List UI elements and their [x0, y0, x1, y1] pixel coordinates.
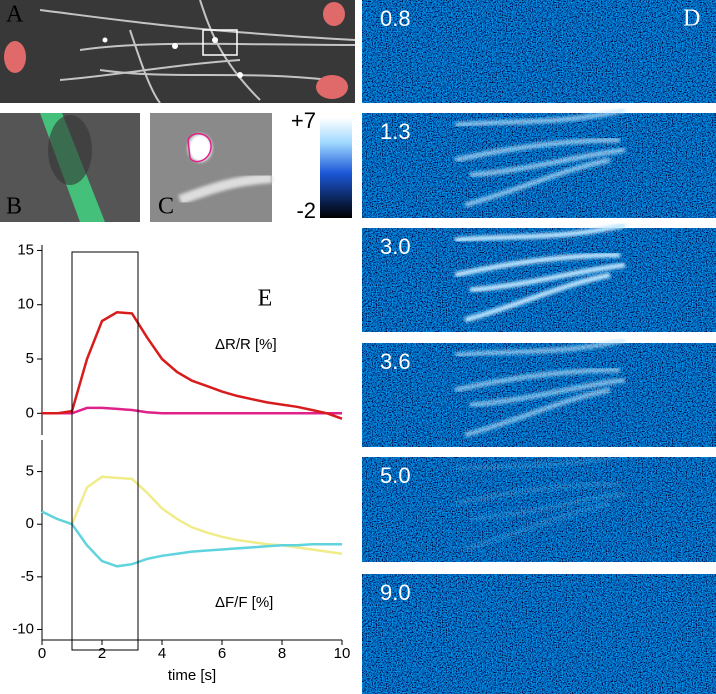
dendrite — [464, 501, 611, 552]
panel-label: A — [6, 2, 24, 28]
y-tick-label: 15 — [17, 241, 34, 258]
dendrite — [464, 157, 611, 208]
dendrite — [469, 147, 626, 178]
dendrite — [454, 367, 621, 393]
panel-d: 0.8 1.3 3.0 3.6 5.0 9.0 — [362, 0, 716, 694]
x-tick-label: 4 — [158, 645, 166, 662]
x-tick-label: 0 — [38, 645, 46, 662]
frame-time: 5.0 — [380, 463, 411, 488]
panel-label: D — [683, 6, 700, 32]
series-line — [42, 311, 343, 420]
y-tick-label: 5 — [26, 463, 34, 480]
frame-noise — [362, 0, 716, 103]
dendrite — [454, 252, 621, 278]
dendrite — [454, 481, 621, 507]
dendrites — [454, 222, 626, 323]
stimulus-window — [71, 251, 139, 651]
dendrite — [469, 262, 626, 293]
dendrites — [454, 107, 626, 208]
frame-time: 3.6 — [380, 349, 411, 374]
dendrite — [454, 337, 626, 358]
frame-time: 3.0 — [380, 234, 411, 259]
y-tick-label: -10 — [12, 620, 34, 637]
colorbar-max: +7 — [291, 108, 316, 133]
dendrite — [454, 137, 621, 163]
colorbar — [320, 118, 352, 218]
dendrite — [454, 107, 626, 128]
y-tick-label: 0 — [26, 404, 34, 421]
panel-label: B — [6, 194, 22, 220]
x-axis-label: time [s] — [168, 667, 216, 684]
dendrite — [454, 222, 626, 243]
frame-noise — [362, 574, 716, 694]
dendrite — [454, 451, 626, 472]
frame-time: 9.0 — [380, 580, 411, 605]
y-tick-label: -5 — [21, 568, 34, 585]
panel-label: E — [258, 286, 273, 312]
annotation: ΔR/R [%] — [215, 336, 277, 353]
colorbar-min: -2 — [296, 198, 316, 223]
dendrite — [469, 491, 626, 522]
panel-e: 0 5 10 15 ΔR/R [%] -10 -5 0 5 0 2 4 6 8 10 time [s] ΔF/F… — [12, 241, 350, 684]
frame-time: 0.8 — [380, 6, 411, 31]
y-tick-label: 5 — [26, 350, 34, 367]
series-line — [42, 406, 342, 415]
y-tick-label: 10 — [17, 296, 34, 313]
frame-time: 1.3 — [380, 119, 411, 144]
annotation: ΔF/F [%] — [215, 594, 273, 611]
dendrite — [469, 377, 626, 408]
series-line — [41, 510, 342, 568]
dendrites — [454, 337, 626, 438]
dendrite — [464, 272, 611, 323]
x-tick-label: 2 — [98, 645, 106, 662]
dendrites — [454, 451, 626, 552]
x-tick-label: 8 — [278, 645, 286, 662]
dendrite — [464, 387, 611, 438]
panel-label: C — [158, 194, 174, 220]
panel-a-image: A — [0, 0, 356, 104]
panel-b-image: B — [0, 113, 140, 222]
panel-c-image: C — [150, 113, 273, 222]
x-tick-label: 10 — [334, 645, 351, 662]
y-tick-label: 0 — [26, 515, 34, 532]
x-tick-label: 6 — [218, 645, 226, 662]
series-line — [41, 475, 343, 555]
